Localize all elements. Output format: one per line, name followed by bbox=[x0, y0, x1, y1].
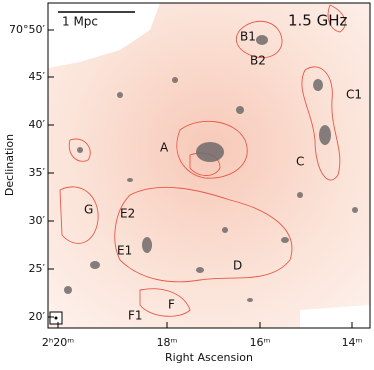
frequency-title: 1.5 GHz bbox=[288, 12, 348, 30]
region-label: G bbox=[84, 203, 93, 217]
y-tick-label: 30′ bbox=[29, 214, 46, 227]
y-tick-label: 45′ bbox=[29, 70, 46, 83]
region-label: E1 bbox=[117, 244, 132, 258]
region-label: F1 bbox=[128, 309, 143, 323]
x-tick-label: 18ᵐ bbox=[157, 336, 178, 349]
x-tick-label: 14ᵐ bbox=[342, 336, 363, 349]
y-tick-label: 20′ bbox=[29, 310, 46, 323]
region-label: E2 bbox=[120, 207, 135, 221]
x-tick-label: 16ᵐ bbox=[250, 336, 271, 349]
x-tick-label: 2ʰ20ᵐ bbox=[42, 336, 74, 349]
region-label: F bbox=[168, 298, 175, 312]
region-label: D bbox=[233, 259, 242, 273]
region-label: B2 bbox=[250, 54, 266, 68]
sky-image bbox=[48, 3, 370, 328]
scale-label: 1 Mpc bbox=[62, 15, 98, 29]
y-tick-label: 35′ bbox=[29, 166, 46, 179]
region-label: B1 bbox=[240, 30, 256, 44]
frame bbox=[47, 2, 371, 329]
y-axis: 70°50′ 45′ 40′ 35′ 30′ 25′ 20′ bbox=[9, 23, 54, 323]
y-tick-label: 25′ bbox=[29, 262, 46, 275]
x-axis-label: Right Ascension bbox=[165, 351, 253, 364]
region-label: C bbox=[296, 155, 304, 169]
region-label: A bbox=[160, 141, 169, 155]
sources bbox=[64, 35, 358, 302]
region-label: C1 bbox=[346, 88, 362, 102]
y-axis-label: Declination bbox=[3, 134, 16, 196]
y-tick-label: 70°50′ bbox=[9, 23, 45, 36]
x-axis: 2ʰ20ᵐ 18ᵐ 16ᵐ 14ᵐ bbox=[42, 322, 363, 349]
beam bbox=[54, 316, 58, 320]
contours bbox=[59, 4, 346, 317]
y-tick-label: 40′ bbox=[29, 118, 46, 131]
region-labels: A B1 B2 C1 C D E1 E2 F F1 G bbox=[84, 30, 362, 323]
